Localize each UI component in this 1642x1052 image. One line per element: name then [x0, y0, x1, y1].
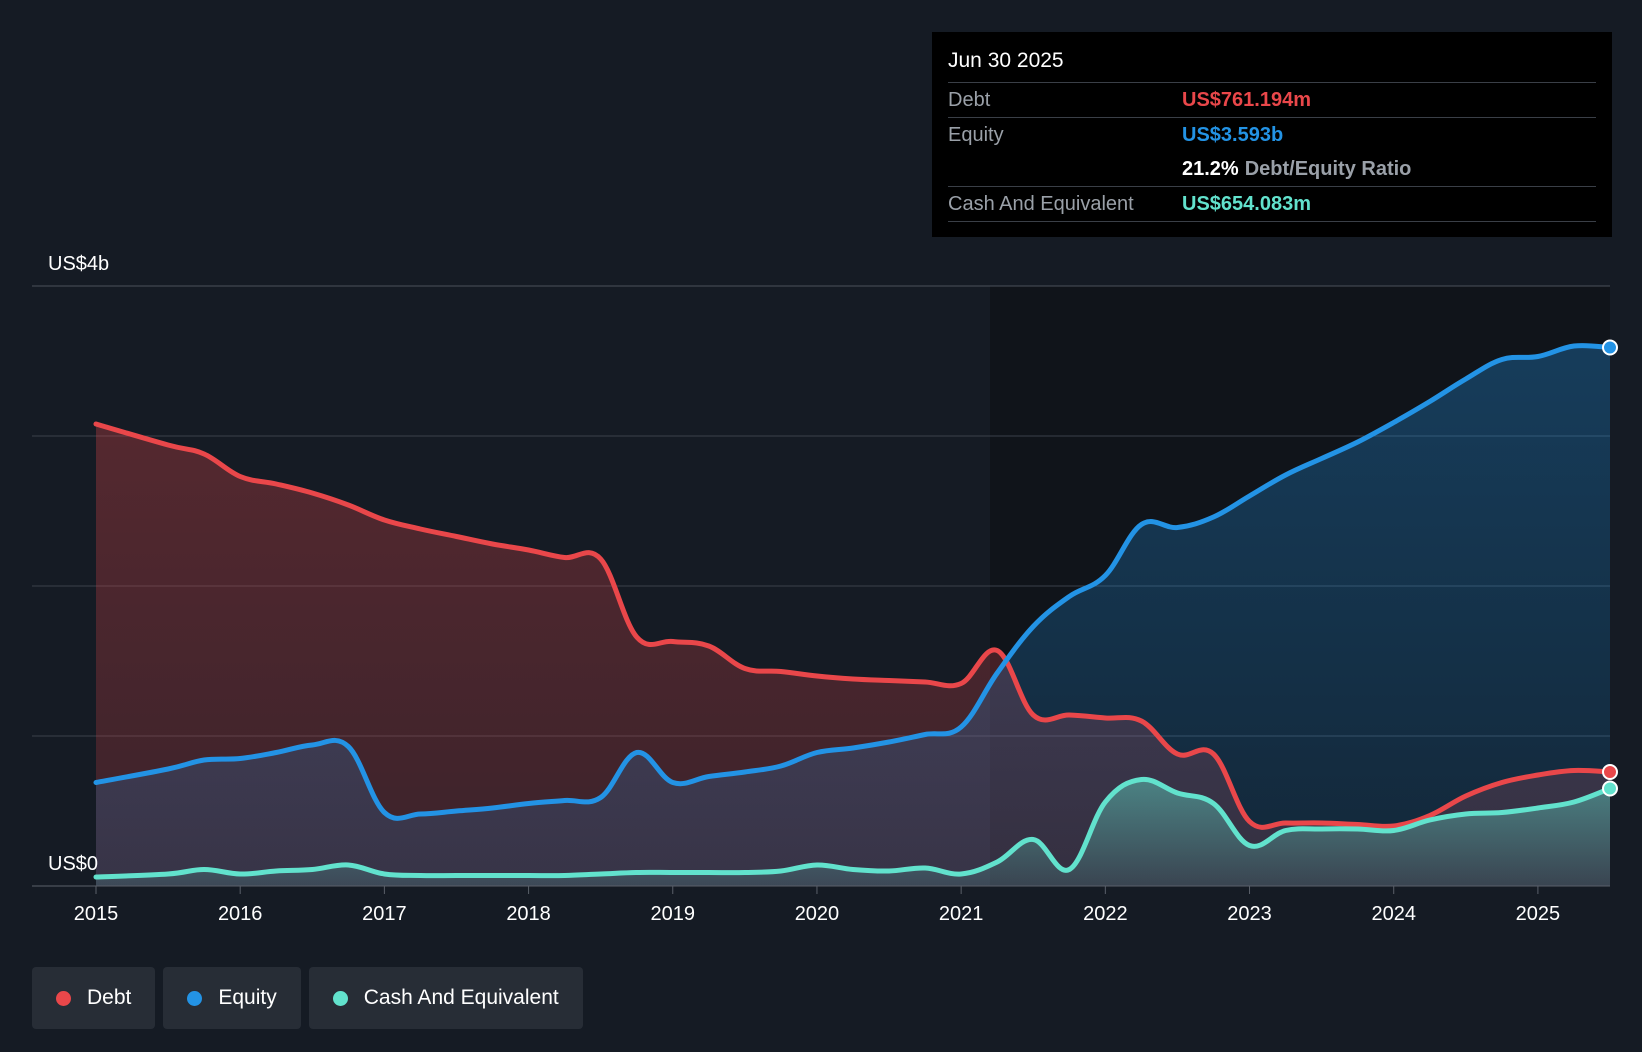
highlight-markers [1602, 339, 1618, 797]
equity-end-marker [1602, 339, 1618, 356]
x-tick-label: 2018 [506, 903, 551, 925]
tooltip-equity-label: Equity [948, 123, 1004, 146]
legend-label-cash: Cash And Equivalent [363, 986, 559, 1009]
tooltip-equity-row: Equity US$3.593b [948, 118, 1596, 152]
tooltip-debt-row: Debt US$761.194m [948, 83, 1596, 118]
x-axis: 2015 2016 2017 2018 2019 2020 2021 2022 2023 2024… [32, 885, 1610, 925]
y-label-top: US$4b [48, 253, 109, 275]
tooltip-date: Jun 30 2025 [948, 46, 1596, 83]
area-fills [96, 345, 1610, 886]
x-tick-label: 2025 [1516, 903, 1561, 925]
tooltip-cash-value: US$654.083m [1182, 192, 1311, 215]
legend-item-cash[interactable]: Cash And Equivalent [308, 967, 583, 1029]
equity-area [96, 345, 1610, 886]
series-lines [93, 343, 1613, 880]
debt-area [96, 424, 1610, 886]
x-tick-label: 2019 [651, 903, 696, 925]
tooltip-equity-value: US$3.593b [1182, 123, 1284, 146]
cash-area [96, 779, 1610, 886]
tooltip-ratio-value: 21.2% [1182, 157, 1239, 180]
x-tick-label: 2015 [74, 903, 119, 925]
legend-item-debt[interactable]: Debt [32, 967, 156, 1029]
debt-dot-icon [56, 990, 71, 1006]
x-tick-label: 2017 [362, 903, 407, 925]
equity-line [93, 343, 1613, 821]
tooltip-cash-label: Cash And Equivalent [948, 192, 1134, 215]
x-tick-label: 2023 [1227, 903, 1272, 925]
y-label-bottom: US$0 [48, 853, 98, 875]
tooltip-panel: Jun 30 2025 Debt US$761.194m Equity US$3… [932, 32, 1612, 237]
legend: Debt Equity Cash And Equivalent [32, 967, 583, 1029]
tooltip-ratio-label: Debt/Equity Ratio [1244, 157, 1412, 180]
legend-label-debt: Debt [87, 986, 132, 1009]
x-tick-label: 2021 [939, 903, 984, 925]
cash-line [93, 776, 1613, 880]
equity-dot-icon [187, 990, 203, 1006]
debt-end-marker [1602, 764, 1618, 780]
tooltip-ratio-row: 21.2% Debt/Equity Ratio [948, 152, 1596, 187]
x-tick-label: 2022 [1083, 903, 1128, 925]
tooltip-cash-row: Cash And Equivalent US$654.083m [948, 187, 1596, 222]
tooltip-debt-value: US$761.194m [1182, 88, 1311, 111]
x-tick-label: 2020 [795, 903, 840, 925]
legend-label-equity: Equity [218, 986, 277, 1009]
cash-end-marker [1602, 780, 1618, 797]
x-tick-label: 2024 [1371, 903, 1416, 925]
legend-item-equity[interactable]: Equity [163, 967, 301, 1029]
cash-dot-icon [332, 990, 348, 1006]
x-tick-label: 2016 [218, 903, 263, 925]
debt-line [93, 421, 1613, 830]
tooltip-debt-label: Debt [948, 88, 991, 111]
